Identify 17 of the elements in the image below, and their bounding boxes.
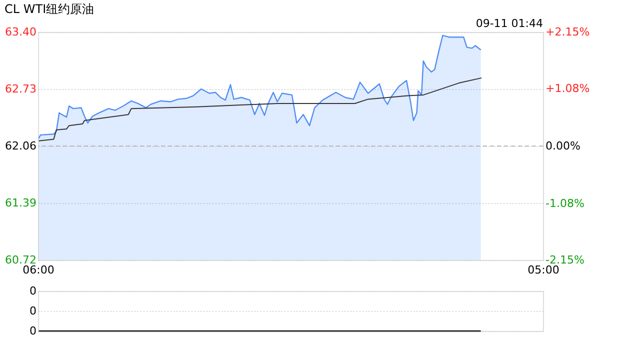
y2-tick-label: +2.15% (546, 26, 590, 38)
y-tick-label: 63.40 (5, 26, 36, 38)
y-tick-label: 62.73 (5, 82, 36, 96)
y-tick-label: 60.72 (5, 254, 36, 266)
y2-tick-label: -2.15% (546, 254, 584, 266)
chart-title: CL WTI纽约原油 (4, 2, 94, 16)
y2-tick-label: -1.08% (546, 196, 584, 210)
y-tick-label: 0 (30, 284, 36, 298)
y-tick-label: 61.39 (5, 196, 36, 210)
y2-tick-label: +1.08% (546, 82, 590, 96)
x-tick-label: 05:00 (528, 264, 560, 276)
y-tick-label: 0 (30, 324, 36, 338)
y-tick-label: 62.06 (5, 140, 36, 152)
y2-tick-label: 0.00% (546, 140, 580, 152)
y-tick-label: 0 (30, 304, 36, 318)
text: 09-11 01:44 (476, 17, 543, 30)
x-tick-label: 06:00 (22, 264, 54, 276)
